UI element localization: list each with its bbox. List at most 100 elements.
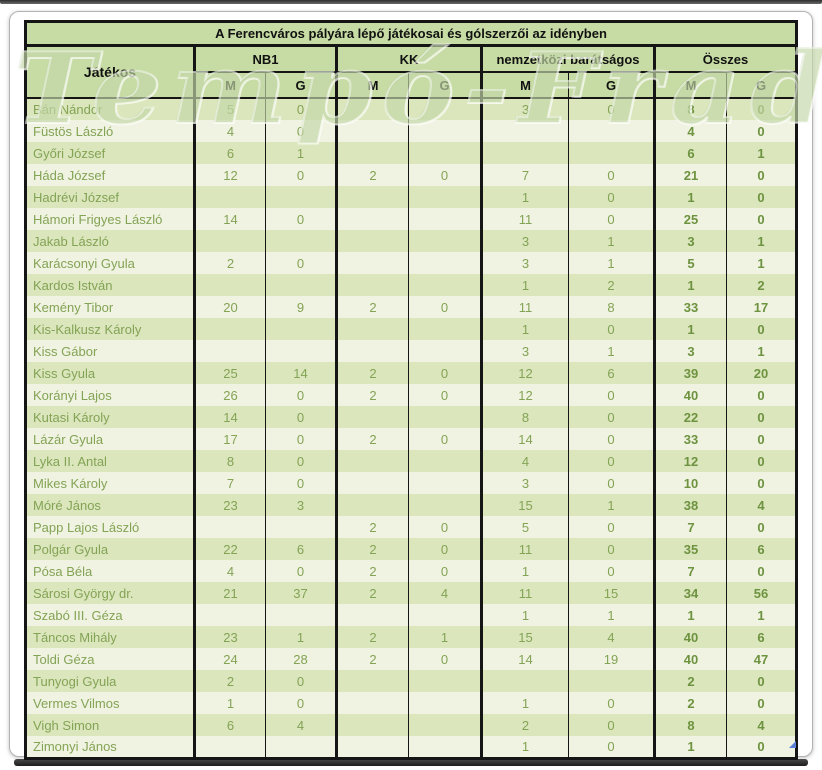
stat-cell: 12	[480, 362, 569, 384]
stat-cell: 0	[265, 670, 337, 692]
stat-cell: 0	[265, 428, 337, 450]
stat-cell	[265, 274, 337, 296]
stat-cell: 0	[568, 692, 655, 714]
stat-cell: 33	[653, 428, 727, 450]
stat-cell: 22	[193, 538, 266, 560]
stat-cell: 4	[480, 450, 569, 472]
stat-cell	[193, 186, 266, 208]
player-name-cell: Móré János	[25, 494, 195, 516]
table-row: Korányi Lajos 26 0 2 0 12 0 40 0	[25, 384, 797, 406]
col-header-osszes-g: G	[725, 72, 797, 99]
column-group-row: Játékos NB1 KK nemzetközi barátságos Öss…	[25, 45, 797, 99]
player-name-cell: Hadrévi József	[25, 186, 195, 208]
stat-cell	[193, 604, 266, 626]
stat-cell	[335, 252, 409, 274]
stat-cell: 3	[480, 230, 569, 252]
stat-cell: 12	[480, 384, 569, 406]
stat-cell: 0	[408, 362, 482, 384]
stat-cell: 0	[568, 98, 655, 120]
table-row: Hámori Frigyes László 14 0 11 0 25 0	[25, 208, 797, 230]
stat-cell	[265, 230, 337, 252]
stat-cell: 9	[265, 296, 337, 318]
stat-cell: 0	[408, 538, 482, 560]
stat-cell	[408, 186, 482, 208]
players-table: A Ferencváros pályára lépő játékosai és …	[24, 20, 799, 760]
stat-cell: 7	[193, 472, 266, 494]
stat-cell: 1	[653, 604, 727, 626]
stat-cell	[335, 120, 409, 142]
stat-cell: 40	[653, 648, 727, 670]
stat-cell: 23	[193, 626, 266, 648]
stat-cell	[408, 318, 482, 340]
table-row: Móré János 23 3 15 1 38 4	[25, 494, 797, 516]
stat-cell: 0	[568, 164, 655, 186]
stat-cell: 12	[193, 164, 266, 186]
table-row: Bán Nándor 5 0 3 0 8 0	[25, 98, 797, 120]
stat-cell: 0	[568, 450, 655, 472]
stat-cell: 6	[193, 714, 266, 736]
stat-cell: 0	[265, 164, 337, 186]
stat-cell	[408, 670, 482, 692]
stat-cell: 1	[408, 626, 482, 648]
stat-cell: 5	[653, 252, 727, 274]
stat-cell: 1	[480, 318, 569, 340]
stat-cell: 0	[725, 164, 797, 186]
col-header-nb1-g: G	[265, 72, 337, 99]
stat-cell: 12	[653, 450, 727, 472]
stat-cell: 0	[725, 384, 797, 406]
player-name-cell: Hámori Frigyes László	[25, 208, 195, 230]
player-name-cell: Tunyogi Gyula	[25, 670, 195, 692]
player-name-cell: Zimonyi János	[25, 736, 195, 758]
col-group-nb1: NB1	[193, 45, 337, 73]
stat-cell	[335, 670, 409, 692]
stat-cell	[335, 450, 409, 472]
stat-cell: 26	[193, 384, 266, 406]
table-title-row: A Ferencváros pályára lépő játékosai és …	[25, 21, 797, 47]
table-row: Kemény Tibor 20 9 2 0 11 8 33 17	[25, 296, 797, 318]
stat-cell: 4	[408, 582, 482, 604]
stat-cell: 2	[653, 692, 727, 714]
stat-cell: 0	[265, 252, 337, 274]
stat-cell: 15	[480, 494, 569, 516]
stat-cell: 0	[725, 736, 797, 758]
table-row: Lyka II. Antal 8 0 4 0 12 0	[25, 450, 797, 472]
stat-cell: 0	[725, 450, 797, 472]
stat-cell	[408, 252, 482, 274]
stat-cell: 17	[725, 296, 797, 318]
stat-cell: 6	[725, 538, 797, 560]
window-bottom-edge	[14, 759, 808, 766]
col-group-nemzetkozi: nemzetközi barátságos	[480, 45, 655, 73]
stat-cell: 2	[335, 516, 409, 538]
stat-cell: 2	[335, 648, 409, 670]
table-row: Polgár Gyula 22 6 2 0 11 0 35 6	[25, 538, 797, 560]
stat-cell: 2	[653, 670, 727, 692]
stat-cell: 0	[725, 428, 797, 450]
stat-cell: 1	[480, 736, 569, 758]
stat-cell: 8	[653, 98, 727, 120]
stat-cell: 3	[265, 494, 337, 516]
table-row: Tunyogi Gyula 2 0 2 0	[25, 670, 797, 692]
stat-cell: 0	[725, 472, 797, 494]
stat-cell: 20	[725, 362, 797, 384]
player-name-cell: Vermes Vilmos	[25, 692, 195, 714]
player-name-cell: Füstös László	[25, 120, 195, 142]
stat-cell: 0	[568, 428, 655, 450]
player-name-cell: Vigh Simon	[25, 714, 195, 736]
stat-cell	[408, 208, 482, 230]
stat-cell: 0	[725, 406, 797, 428]
stat-cell: 1	[568, 252, 655, 274]
table-row: Papp Lajos László 2 0 5 0 7 0	[25, 516, 797, 538]
table-row: Mikes Károly 7 0 3 0 10 0	[25, 472, 797, 494]
stat-cell: 2	[335, 296, 409, 318]
resize-handle[interactable]	[789, 741, 796, 748]
table-row: Zimonyi János 1 0 1 0	[25, 736, 797, 758]
stat-cell	[335, 274, 409, 296]
stat-cell	[408, 604, 482, 626]
stat-cell: 4	[193, 560, 266, 582]
stat-cell: 0	[725, 120, 797, 142]
stat-cell: 0	[725, 516, 797, 538]
stat-cell	[265, 186, 337, 208]
stat-cell: 15	[568, 582, 655, 604]
stat-cell	[193, 230, 266, 252]
stat-cell: 1	[265, 142, 337, 164]
